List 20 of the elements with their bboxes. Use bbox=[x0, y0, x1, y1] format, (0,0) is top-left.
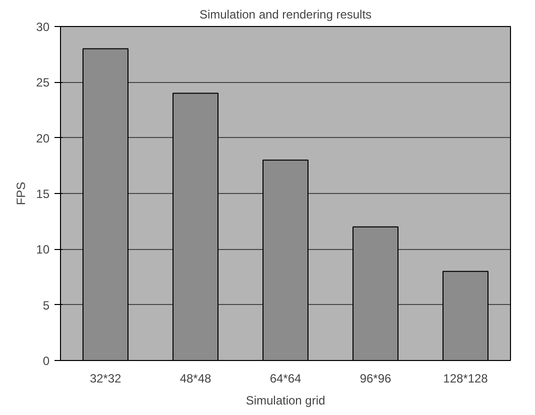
bar bbox=[352, 226, 398, 360]
chart-title: Simulation and rendering results bbox=[199, 8, 372, 22]
y-tick-label: 20 bbox=[36, 131, 50, 146]
x-tick-label: 128*128 bbox=[443, 372, 488, 386]
x-tick-label: 64*64 bbox=[270, 372, 302, 386]
x-axis-title: Simulation grid bbox=[246, 394, 326, 408]
x-tick-label: 48*48 bbox=[180, 372, 212, 386]
y-tick-label: 25 bbox=[36, 76, 50, 90]
y-axis-title: FPS bbox=[14, 182, 28, 206]
bar bbox=[82, 48, 128, 360]
y-tick-label: 0 bbox=[42, 354, 50, 368]
y-tick-label: 15 bbox=[36, 187, 50, 201]
bar bbox=[442, 270, 488, 360]
y-tick-label: 5 bbox=[42, 298, 50, 312]
bar bbox=[262, 160, 308, 360]
bar bbox=[172, 92, 218, 360]
x-tick-label: 32*32 bbox=[90, 372, 122, 386]
y-tick-label: 10 bbox=[36, 242, 50, 257]
y-tick-label: 30 bbox=[36, 20, 50, 34]
x-tick-label: 96*96 bbox=[360, 372, 392, 386]
